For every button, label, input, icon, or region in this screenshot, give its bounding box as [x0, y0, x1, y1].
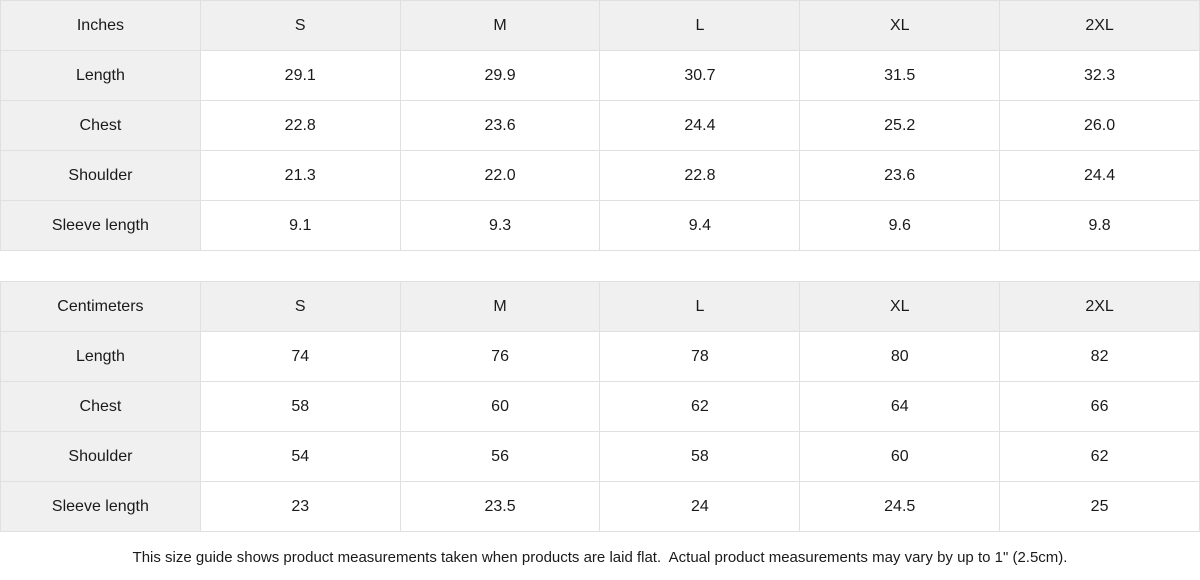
measurement-cell: 60	[799, 431, 1001, 482]
measurement-cell: 9.4	[599, 200, 801, 251]
centimeters-size-table: Centimeters S M L XL 2XL Length 74 76 78…	[0, 281, 1200, 532]
measurement-cell: 21.3	[199, 150, 401, 201]
measurement-cell: 29.9	[399, 50, 601, 101]
table-row: Chest 58 60 62 64 66	[0, 381, 1200, 432]
measurement-cell: 64	[799, 381, 1001, 432]
measurement-cell: 25	[999, 481, 1200, 532]
row-label-sleeve-length: Sleeve length	[0, 481, 201, 532]
row-label-chest: Chest	[0, 381, 201, 432]
measurement-cell: 24.5	[799, 481, 1001, 532]
centimeters-col-header-m: M	[399, 281, 601, 332]
inches-col-header-m: M	[399, 0, 601, 51]
measurement-cell: 24.4	[999, 150, 1200, 201]
table-row: Shoulder 21.3 22.0 22.8 23.6 24.4	[0, 150, 1200, 201]
table-row: Sleeve length 9.1 9.3 9.4 9.6 9.8	[0, 200, 1200, 251]
measurement-cell: 22.8	[599, 150, 801, 201]
measurement-cell: 9.8	[999, 200, 1200, 251]
table-row: Shoulder 54 56 58 60 62	[0, 431, 1200, 482]
measurement-cell: 23	[199, 481, 401, 532]
size-guide-disclaimer: This size guide shows product measuremen…	[0, 532, 1200, 580]
table-row: Chest 22.8 23.6 24.4 25.2 26.0	[0, 100, 1200, 151]
centimeters-header-row: Centimeters S M L XL 2XL	[0, 281, 1200, 332]
measurement-cell: 23.5	[399, 481, 601, 532]
measurement-cell: 23.6	[399, 100, 601, 151]
table-row: Length 74 76 78 80 82	[0, 331, 1200, 382]
table-row: Sleeve length 23 23.5 24 24.5 25	[0, 481, 1200, 532]
row-label-sleeve-length: Sleeve length	[0, 200, 201, 251]
measurement-cell: 9.6	[799, 200, 1001, 251]
measurement-cell: 29.1	[199, 50, 401, 101]
centimeters-unit-header: Centimeters	[0, 281, 201, 332]
centimeters-col-header-xl: XL	[799, 281, 1001, 332]
measurement-cell: 24.4	[599, 100, 801, 151]
inches-col-header-2xl: 2XL	[999, 0, 1200, 51]
measurement-cell: 66	[999, 381, 1200, 432]
inches-col-header-l: L	[599, 0, 801, 51]
measurement-cell: 25.2	[799, 100, 1001, 151]
measurement-cell: 22.8	[199, 100, 401, 151]
row-label-length: Length	[0, 331, 201, 382]
row-label-length: Length	[0, 50, 201, 101]
centimeters-col-header-s: S	[199, 281, 401, 332]
measurement-cell: 32.3	[999, 50, 1200, 101]
measurement-cell: 31.5	[799, 50, 1001, 101]
measurement-cell: 56	[399, 431, 601, 482]
inches-unit-header: Inches	[0, 0, 201, 51]
measurement-cell: 60	[399, 381, 601, 432]
inches-header-row: Inches S M L XL 2XL	[0, 0, 1200, 51]
measurement-cell: 9.3	[399, 200, 601, 251]
measurement-cell: 9.1	[199, 200, 401, 251]
measurement-cell: 30.7	[599, 50, 801, 101]
row-label-shoulder: Shoulder	[0, 150, 201, 201]
inches-col-header-xl: XL	[799, 0, 1001, 51]
row-label-shoulder: Shoulder	[0, 431, 201, 482]
row-label-chest: Chest	[0, 100, 201, 151]
measurement-cell: 58	[199, 381, 401, 432]
centimeters-col-header-l: L	[599, 281, 801, 332]
measurement-cell: 76	[399, 331, 601, 382]
measurement-cell: 22.0	[399, 150, 601, 201]
measurement-cell: 26.0	[999, 100, 1200, 151]
measurement-cell: 23.6	[799, 150, 1001, 201]
centimeters-col-header-2xl: 2XL	[999, 281, 1200, 332]
measurement-cell: 82	[999, 331, 1200, 382]
measurement-cell: 62	[999, 431, 1200, 482]
measurement-cell: 74	[199, 331, 401, 382]
table-row: Length 29.1 29.9 30.7 31.5 32.3	[0, 50, 1200, 101]
measurement-cell: 54	[199, 431, 401, 482]
inches-col-header-s: S	[199, 0, 401, 51]
table-gap	[0, 251, 1200, 281]
measurement-cell: 24	[599, 481, 801, 532]
measurement-cell: 62	[599, 381, 801, 432]
measurement-cell: 80	[799, 331, 1001, 382]
inches-size-table: Inches S M L XL 2XL Length 29.1 29.9 30.…	[0, 0, 1200, 251]
measurement-cell: 78	[599, 331, 801, 382]
measurement-cell: 58	[599, 431, 801, 482]
